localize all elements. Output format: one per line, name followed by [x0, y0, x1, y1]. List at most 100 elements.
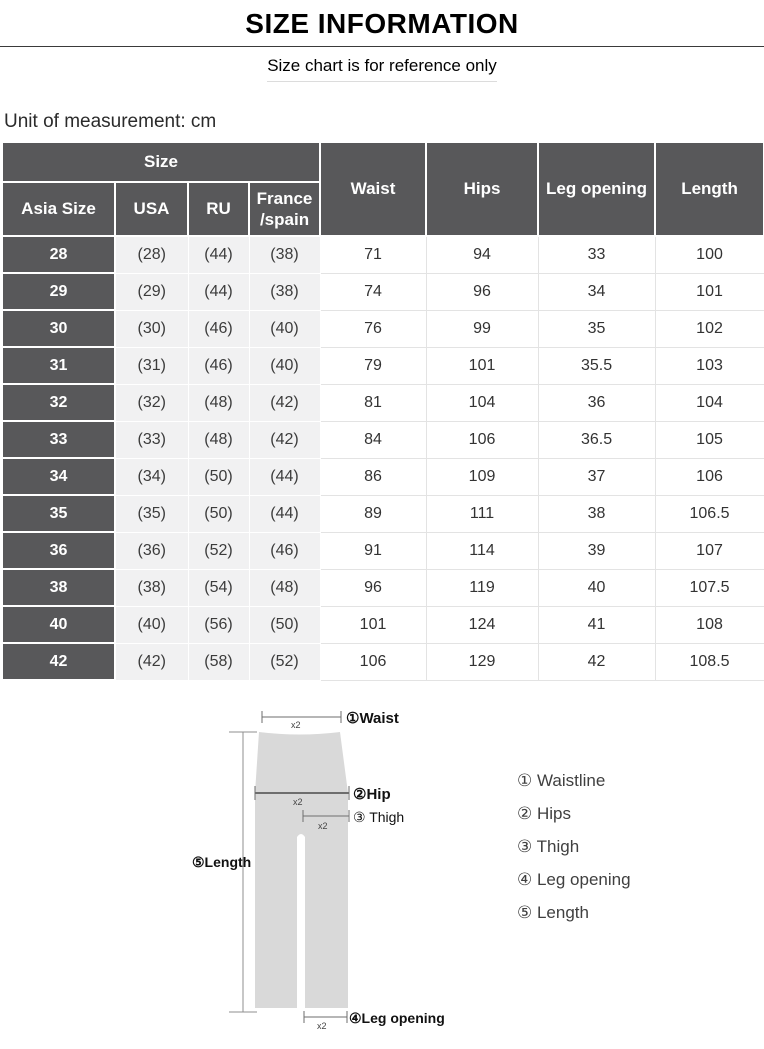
cell-length: 106.5 [654, 494, 764, 533]
cell-france-spain: (44) [248, 494, 321, 533]
leg-opening-pointer-label: ④Leg opening [349, 1010, 445, 1026]
title-divider [0, 46, 764, 47]
hip-pointer-label: ②Hip [353, 786, 391, 803]
cell-ru: (56) [187, 605, 250, 644]
cell-hips: 101 [425, 346, 539, 385]
table-header-group-row: Size Waist Hips Leg opening Length [0, 141, 764, 237]
table-row: 29 (29) (44) (38) 74 96 34 101 [1, 272, 764, 311]
cell-asia-size: 40 [1, 605, 116, 644]
cell-asia-size: 29 [1, 272, 116, 311]
cell-length: 108.5 [654, 642, 764, 681]
thigh-x2-label: x2 [318, 821, 328, 831]
cell-france-spain: (52) [248, 642, 321, 681]
cell-asia-size: 28 [1, 235, 116, 274]
cell-asia-size: 38 [1, 568, 116, 607]
cell-france-spain: (46) [248, 531, 321, 570]
cell-ru: (48) [187, 420, 250, 459]
cell-leg-opening: 37 [537, 457, 656, 496]
leg-opening-x2-label: x2 [317, 1021, 327, 1031]
col-header-length: Length [654, 141, 764, 237]
cell-waist: 89 [319, 494, 427, 533]
cell-france-spain: (38) [248, 272, 321, 311]
cell-leg-opening: 39 [537, 531, 656, 570]
cell-france-spain: (40) [248, 309, 321, 348]
table-row: 30 (30) (46) (40) 76 99 35 102 [1, 309, 764, 348]
cell-waist: 96 [319, 568, 427, 607]
hip-measure-line [254, 786, 350, 800]
cell-leg-opening: 35 [537, 309, 656, 348]
cell-leg-opening: 34 [537, 272, 656, 311]
cell-usa: (33) [114, 420, 189, 459]
cell-usa: (29) [114, 272, 189, 311]
cell-france-spain: (50) [248, 605, 321, 644]
cell-asia-size: 35 [1, 494, 116, 533]
cell-leg-opening: 33 [537, 235, 656, 274]
cell-france-spain: (38) [248, 235, 321, 274]
cell-waist: 76 [319, 309, 427, 348]
leg-opening-measure-line [303, 1011, 348, 1023]
cell-hips: 99 [425, 309, 539, 348]
cell-waist: 84 [319, 420, 427, 459]
cell-asia-size: 32 [1, 383, 116, 422]
table-row: 36 (36) (52) (46) 91 114 39 107 [1, 531, 764, 570]
cell-leg-opening: 42 [537, 642, 656, 681]
cell-usa: (34) [114, 457, 189, 496]
col-header-usa: USA [114, 181, 189, 237]
cell-leg-opening: 36 [537, 383, 656, 422]
col-header-leg-opening: Leg opening [537, 141, 657, 237]
cell-usa: (32) [114, 383, 189, 422]
table-row: 42 (42) (58) (52) 106 129 42 108.5 [1, 642, 764, 681]
cell-ru: (50) [187, 494, 250, 533]
cell-leg-opening: 41 [537, 605, 656, 644]
cell-length: 102 [654, 309, 764, 348]
size-table: Size Waist Hips Leg opening Length Asia … [0, 141, 764, 681]
cell-leg-opening: 38 [537, 494, 656, 533]
thigh-pointer-label: ③ Thigh [353, 809, 405, 825]
cell-length: 107.5 [654, 568, 764, 607]
cell-length: 106 [654, 457, 764, 496]
cell-leg-opening: 40 [537, 568, 656, 607]
table-row: 40 (40) (56) (50) 101 124 41 108 [1, 605, 764, 644]
length-pointer-label: ⑤Length [192, 854, 252, 870]
table-row: 31 (31) (46) (40) 79 101 35.5 103 [1, 346, 764, 385]
size-group-header: Size [0, 141, 322, 183]
cell-length: 108 [654, 605, 764, 644]
cell-waist: 106 [319, 642, 427, 681]
cell-hips: 94 [425, 235, 539, 274]
length-measure-line [229, 731, 257, 1013]
waist-measure-line [261, 711, 342, 723]
legend-item-waistline: ① Waistline [517, 771, 606, 790]
col-header-hips: Hips [425, 141, 540, 237]
col-header-waist: Waist [319, 141, 428, 237]
cell-asia-size: 34 [1, 457, 116, 496]
cell-asia-size: 42 [1, 642, 116, 681]
pants-diagram-graphic [229, 711, 350, 1023]
cell-france-spain: (42) [248, 420, 321, 459]
cell-leg-opening: 35.5 [537, 346, 656, 385]
cell-length: 103 [654, 346, 764, 385]
cell-usa: (40) [114, 605, 189, 644]
measurement-legend: ① Waistline ② Hips ③ Thigh ④ Leg opening… [517, 771, 631, 923]
cell-length: 105 [654, 420, 764, 459]
cell-waist: 91 [319, 531, 427, 570]
subtitle: Size chart is for reference only [267, 56, 497, 82]
size-information-page: SIZE INFORMATION Size chart is for refer… [0, 8, 764, 1049]
cell-ru: (54) [187, 568, 250, 607]
cell-hips: 96 [425, 272, 539, 311]
cell-france-spain: (48) [248, 568, 321, 607]
cell-ru: (48) [187, 383, 250, 422]
cell-usa: (35) [114, 494, 189, 533]
col-header-asia-size: Asia Size [1, 181, 116, 237]
waist-x2-label: x2 [291, 720, 301, 730]
table-row: 35 (35) (50) (44) 89 111 38 106.5 [1, 494, 764, 533]
cell-france-spain: (42) [248, 383, 321, 422]
size-table-body: 28 (28) (44) (38) 71 94 33 100 29 (29) (44) (38) 74 9… [1, 235, 764, 681]
cell-ru: (44) [187, 272, 250, 311]
cell-usa: (28) [114, 235, 189, 274]
cell-waist: 81 [319, 383, 427, 422]
cell-waist: 86 [319, 457, 427, 496]
legend-item-leg-opening: ④ Leg opening [517, 870, 631, 889]
cell-leg-opening: 36.5 [537, 420, 656, 459]
table-row: 33 (33) (48) (42) 84 106 36.5 105 [1, 420, 764, 459]
subtitle-row: Size chart is for reference only [0, 56, 764, 82]
